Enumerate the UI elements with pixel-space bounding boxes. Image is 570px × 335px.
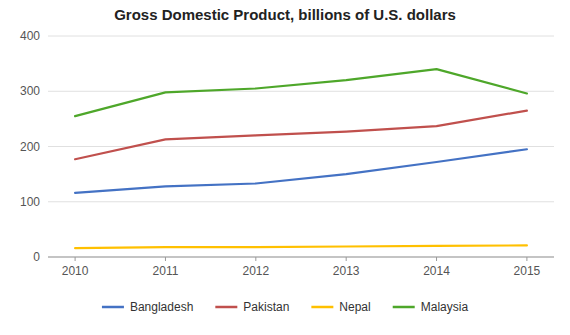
- plot-area: [75, 69, 527, 248]
- series-line: [75, 245, 527, 248]
- legend-item: Malaysia: [393, 300, 469, 314]
- legend-item: Pakistan: [215, 300, 289, 314]
- series-line: [75, 69, 527, 116]
- y-tick-label: 300: [20, 84, 40, 98]
- x-axis-line: [48, 257, 554, 258]
- x-tick: [255, 257, 256, 261]
- grid-line: [48, 257, 554, 258]
- legend-label: Pakistan: [243, 300, 289, 314]
- legend-swatch: [102, 306, 124, 309]
- x-tick-label: 2011: [153, 264, 179, 278]
- chart-title: Gross Domestic Product, billions of U.S.…: [114, 6, 456, 23]
- x-tick: [346, 257, 347, 261]
- legend-swatch: [215, 306, 237, 309]
- x-tick-label: 2015: [514, 264, 541, 278]
- legend-label: Malaysia: [421, 300, 469, 314]
- grid-line: [48, 91, 554, 92]
- legend-swatch: [311, 306, 333, 309]
- x-tick: [526, 257, 527, 261]
- x-axis: 2010 2011 2012 2013 2014 2015: [62, 257, 541, 278]
- x-tick-label: 2010: [62, 264, 89, 278]
- y-tick-label: 100: [20, 195, 40, 209]
- x-tick: [165, 257, 166, 261]
- series-line: [75, 111, 527, 160]
- grid-line: [48, 201, 554, 202]
- x-tick-label: 2014: [423, 264, 450, 278]
- legend-item: Nepal: [311, 300, 370, 314]
- page: {"chart_data": {"type": "line", "title":…: [0, 0, 570, 335]
- grid-line: [48, 36, 554, 37]
- chart-svg: Gross Domestic Product, billions of U.S.…: [0, 0, 570, 335]
- y-tick-label: 400: [20, 29, 40, 43]
- legend-label: Nepal: [339, 300, 370, 314]
- legend-swatch: [393, 306, 415, 309]
- legend: Bangladesh Pakistan Nepal Malaysia: [102, 300, 468, 314]
- y-tick-label: 200: [20, 140, 40, 154]
- x-tick-label: 2013: [333, 264, 360, 278]
- legend-label: Bangladesh: [130, 300, 193, 314]
- chart-container: Gross Domestic Product, billions of U.S.…: [0, 0, 570, 335]
- series-line: [75, 149, 527, 193]
- x-tick: [75, 257, 76, 261]
- y-axis: 0 100 200 300 400: [20, 29, 554, 264]
- x-tick-label: 2012: [242, 264, 269, 278]
- x-tick: [436, 257, 437, 261]
- y-tick-label: 0: [33, 250, 40, 264]
- legend-item: Bangladesh: [102, 300, 193, 314]
- grid-line: [48, 146, 554, 147]
